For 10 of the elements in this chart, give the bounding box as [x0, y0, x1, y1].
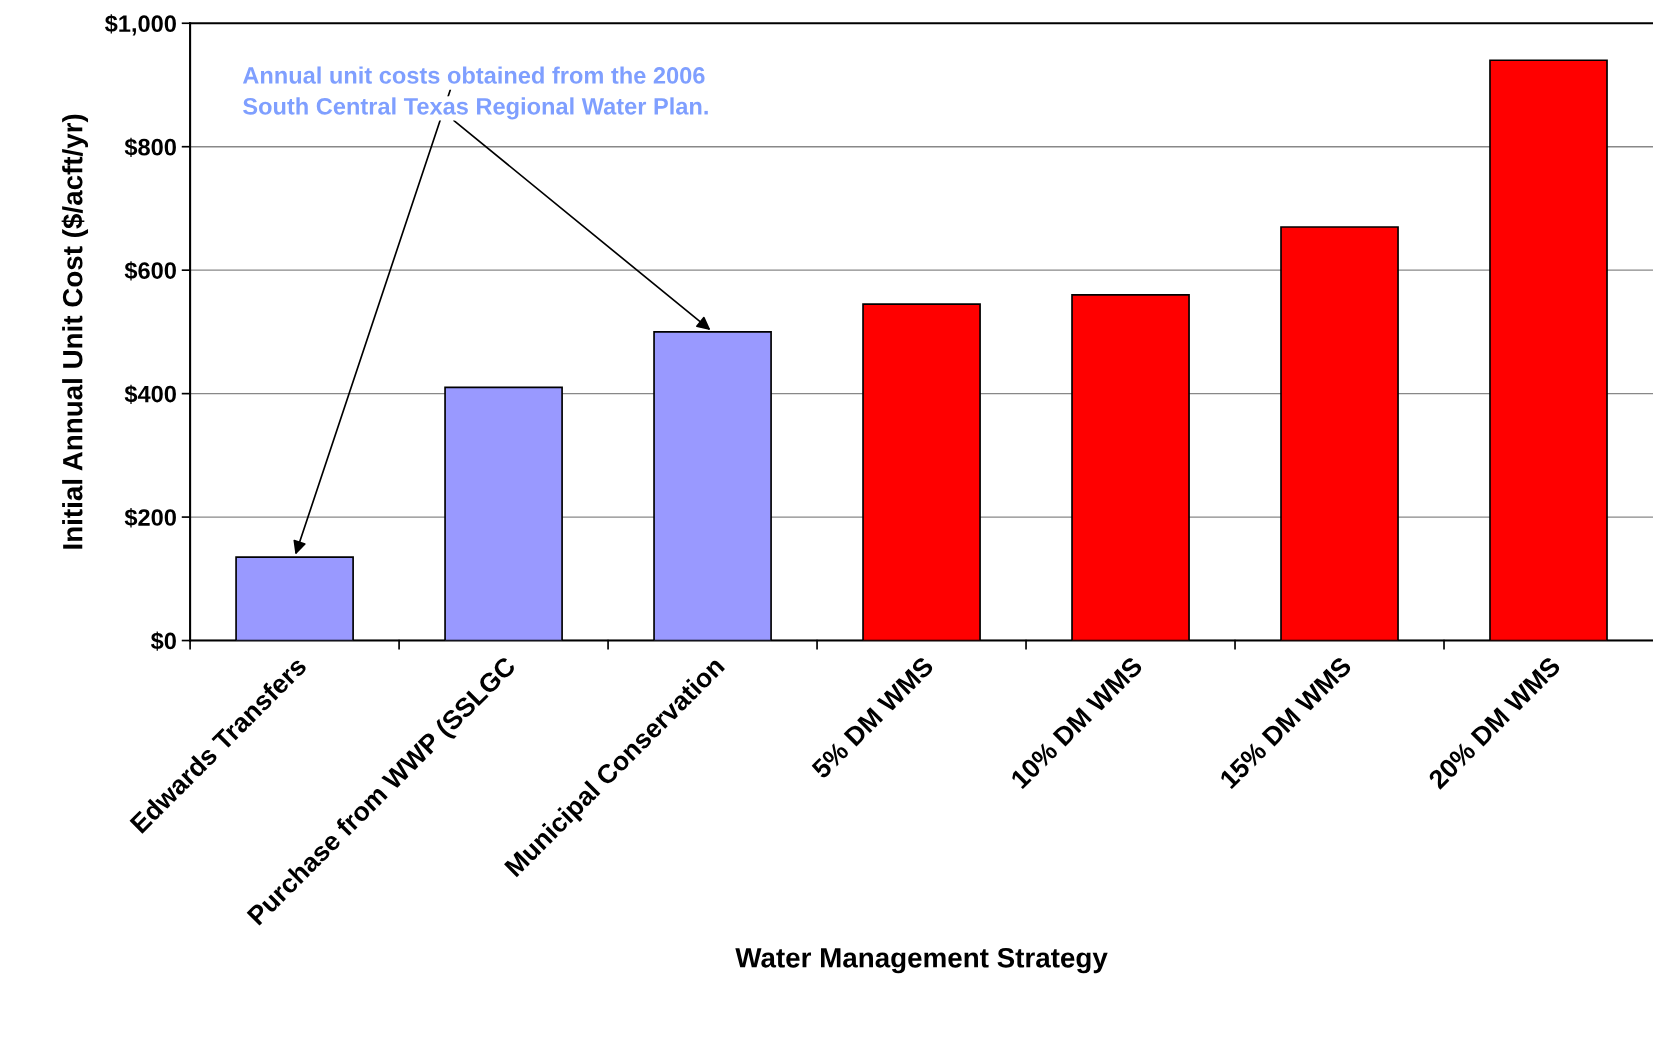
y-tick-label: $0	[150, 631, 176, 651]
y-axis-title: Initial Annual Unit Cost ($/acft/yr)	[61, 114, 89, 549]
x-axis-title: Water Management Strategy	[735, 947, 1108, 974]
y-tick-label: $800	[124, 137, 176, 158]
y-tick-label: $200	[124, 508, 176, 528]
y-tick-label: $600	[124, 261, 176, 281]
y-tick-label: $1,000	[105, 14, 176, 36]
annotation: Annual unit costs obtained from the 2006	[242, 66, 705, 84]
annotation: South Central Texas Regional Water Plan.	[243, 97, 708, 120]
y-tick-label: $400	[124, 384, 176, 404]
